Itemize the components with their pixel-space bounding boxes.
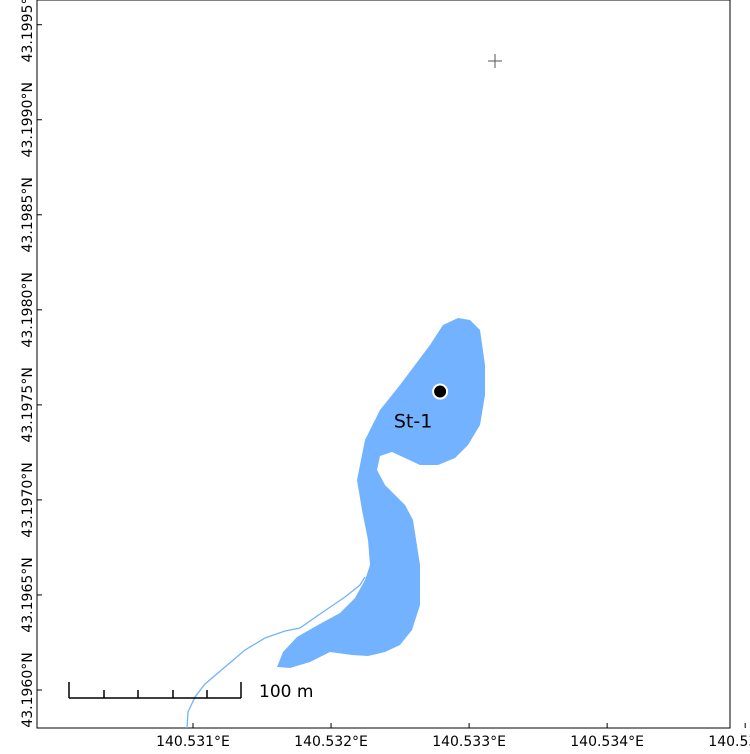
- stream: [186, 576, 366, 729]
- x-tick-label: 140.535°E: [708, 734, 750, 750]
- y-tick-label: 43.1995°N: [20, 0, 36, 62]
- x-tick-label: 140.531°E: [156, 734, 230, 750]
- plus-marker: [488, 54, 502, 68]
- x-tick-label: 140.533°E: [432, 734, 506, 750]
- lake: [277, 318, 485, 668]
- y-tick-label: 43.1970°N: [20, 462, 36, 537]
- x-tick-label: 140.534°E: [570, 734, 644, 750]
- x-tick-label: 140.532°E: [294, 734, 368, 750]
- y-tick-label: 43.1980°N: [20, 272, 36, 347]
- scale-bar: [68, 682, 242, 699]
- y-tick-label: 43.1960°N: [20, 652, 36, 727]
- y-tick-label: 43.1990°N: [20, 82, 36, 157]
- scale-bar-label: 100 m: [259, 682, 313, 702]
- station-point: [432, 383, 449, 400]
- y-tick-label: 43.1965°N: [20, 557, 36, 632]
- y-tick-label: 43.1975°N: [20, 367, 36, 442]
- station-label: St-1: [394, 411, 432, 433]
- y-tick-label: 43.1985°N: [20, 177, 36, 252]
